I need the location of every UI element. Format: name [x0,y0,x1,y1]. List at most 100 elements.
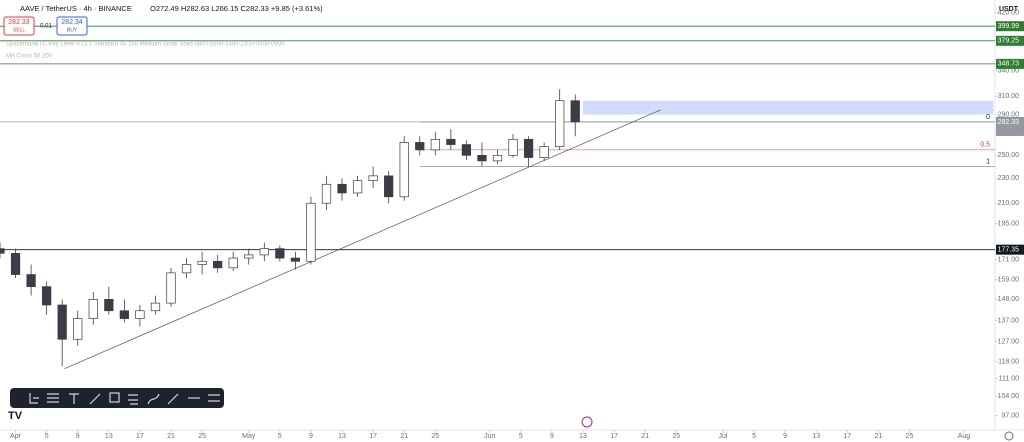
candle-body [446,138,456,145]
y-tick-label: 290.00 [998,111,1020,118]
y-tick-label: 118.00 [998,358,1019,365]
y-tick-label: 250.00 [998,152,1020,159]
candle-body [150,302,161,312]
y-tick-label: 137.00 [998,317,1020,324]
x-tick-label: 9 [783,433,787,440]
spread: 0.01 [40,24,52,30]
x-tick-label: 5 [278,433,282,440]
indicator-label[interactable]: SpacemanBTC Key Level V13.1 Standard 45 … [6,42,285,48]
tool-icon[interactable] [109,392,120,403]
x-tick-label: 17 [136,433,144,440]
level-label: 379.25 [998,38,1020,45]
level-label-box [996,58,1024,69]
buy-button[interactable] [56,16,88,36]
candle-body [0,248,5,254]
tool-icon[interactable] [208,394,220,402]
ohlc-text: O272.49 H282.63 L266.15 C282.33 +9.85 (+… [150,4,323,13]
candle-body [228,257,238,269]
level-label: 348.73 [998,61,1020,68]
settings-icon[interactable] [1004,431,1014,441]
currency[interactable]: USDT [999,6,1019,13]
drawing-toolbar [10,388,224,408]
tool-icon[interactable] [47,393,59,403]
y-tick-label: 127.00 [998,338,1020,345]
x-tick-label: 5 [752,433,756,440]
candle-body [321,183,332,204]
tool-icon[interactable] [89,393,101,405]
x-tick-label: Jun [484,433,495,440]
candle-body [508,138,518,156]
fib-label: 0.5 [980,142,990,149]
countdown-box [996,125,1024,136]
x-tick-label: 13 [338,433,346,440]
candle-body [399,142,409,198]
candle-body [57,304,67,340]
tool-icon[interactable] [147,393,160,405]
plot [0,25,995,370]
candle-body [213,260,223,269]
x-tick-label: 9 [309,433,313,440]
x-tick-label: 25 [431,433,439,440]
fib-label: 1 [986,158,990,165]
tool-icon[interactable] [128,394,138,405]
y-tick-label: 310.00 [998,93,1020,100]
x-tick-label: Jul [718,433,727,440]
event-icon[interactable] [581,416,593,428]
buy-price[interactable]: 282.34 [61,19,83,26]
symbol-title: AAVE / TetherUS · 4h · BINANCE [20,4,132,13]
candle-body [88,299,98,319]
candle-body [26,274,36,288]
y-tick-label: 171.00 [998,257,1020,264]
buy-label[interactable]: BUY [67,27,78,33]
x-tick-label: 21 [641,433,649,440]
tool-icon[interactable] [167,393,179,405]
candle-body [119,310,130,319]
x-tick-label: 9 [76,433,80,440]
y-tick-label: 230.00 [998,175,1020,182]
candle-body [104,299,114,312]
y-tick-label: 97.00 [1001,412,1019,419]
candle-body [555,100,565,148]
fib-label: 0 [986,114,990,121]
x-tick-label: 17 [843,433,851,440]
level-label-box [996,21,1024,32]
x-tick-label: 17 [610,433,618,440]
x-tick-label: 9 [550,433,554,440]
level-label: 282.33 [998,119,1020,126]
y-tick-label: 340.00 [998,68,1020,75]
sell-price[interactable]: 282.33 [8,19,30,26]
indicator-label[interactable]: MA Cross 50 200 [6,54,53,60]
sell-button[interactable] [3,16,35,36]
x-tick-label: 25 [198,433,206,440]
candle-body [337,183,347,194]
x-tick-label: 13 [579,433,587,440]
x-tick-label: 25 [906,433,914,440]
candle-body [42,286,52,306]
candle-body [306,202,316,262]
candle-body [166,272,176,304]
sell-label[interactable]: SELL [13,27,25,33]
x-tick-label: 13 [105,433,113,440]
level-label-box [996,116,1024,127]
zone [583,100,994,115]
y-tick-label: 148.00 [998,296,1020,303]
candle-body [73,318,83,340]
tool-icon[interactable] [69,393,79,404]
tool-icon[interactable] [29,393,39,404]
level-label: 399.99 [998,23,1020,30]
candle-body [523,138,534,158]
level-label: 177.35 [998,247,1020,254]
candle-body [259,248,269,256]
x-tick-label: 5 [519,433,523,440]
x-tick-label: 17 [369,433,377,440]
trendline [64,109,661,370]
level-label-box [996,244,1024,255]
level-label-box [996,35,1024,46]
candle-body [368,175,378,181]
y-tick-label: 210.00 [998,200,1020,207]
candle-body [492,154,503,162]
y-tick-label: 420.00 [998,10,1020,17]
candle-body [384,175,394,198]
